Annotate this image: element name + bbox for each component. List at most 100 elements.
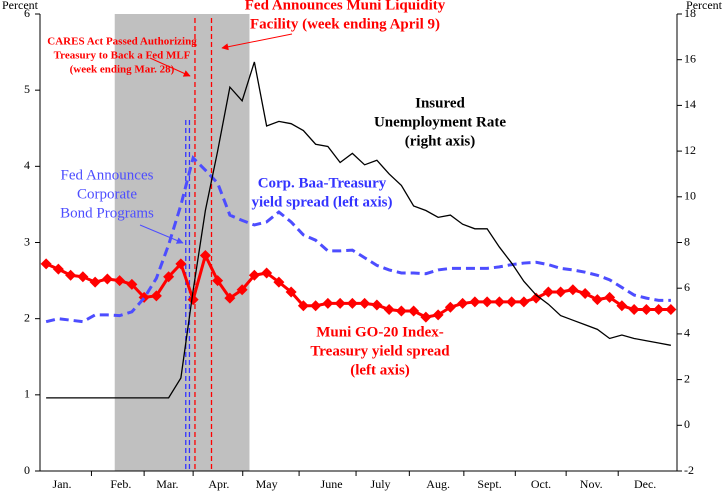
diamond-marker <box>224 292 236 304</box>
diamond-marker <box>591 294 603 306</box>
x-tick-label: July <box>371 477 391 491</box>
diamond-marker <box>359 297 371 309</box>
diamond-marker <box>322 297 334 309</box>
y2-tick-label: 10 <box>684 189 696 203</box>
diamond-marker <box>65 269 77 281</box>
y2-axis-title: Percent <box>686 0 723 12</box>
annotation: Fed Announces <box>61 167 154 183</box>
y-tick-label: 6 <box>24 6 30 20</box>
annotation: Treasury yield spread <box>310 343 450 359</box>
y2-tick-label: 12 <box>684 143 696 157</box>
y-tick-label: 5 <box>24 82 30 96</box>
diamond-marker <box>640 304 652 316</box>
x-tick-label: Jan. <box>53 477 72 491</box>
x-tick-label: Apr. <box>208 477 229 491</box>
diamond-marker <box>530 292 542 304</box>
y-tick-label: 4 <box>24 158 30 172</box>
diamond-marker <box>126 278 138 290</box>
y-tick-label: 1 <box>24 387 30 401</box>
arrow <box>221 33 293 51</box>
diamond-marker <box>665 304 677 316</box>
y-tick-label: 2 <box>24 310 30 324</box>
y-axis-title: Percent <box>2 0 39 12</box>
y2-tick-label: 0 <box>684 417 690 431</box>
diamond-marker <box>555 286 567 298</box>
diamond-marker <box>457 297 469 309</box>
arrow <box>139 224 184 244</box>
diamond-marker <box>604 291 616 303</box>
diamond-marker <box>518 296 530 308</box>
annotation: (week ending Mar. 28) <box>70 64 175 76</box>
series-line <box>46 61 671 399</box>
diamond-marker <box>653 304 665 316</box>
diamond-marker <box>248 269 260 281</box>
diamond-marker <box>40 258 52 270</box>
diamond-marker <box>469 296 481 308</box>
diamond-marker <box>52 263 64 275</box>
x-tick-label: Sept. <box>477 477 501 491</box>
diamond-marker <box>297 300 309 312</box>
y2-tick-label: -2 <box>684 463 694 477</box>
diamond-marker <box>371 299 383 311</box>
diamond-marker <box>114 275 126 287</box>
diamond-marker <box>101 273 113 285</box>
y-tick-label: 0 <box>24 463 30 477</box>
x-tick-label: Dec. <box>634 477 656 491</box>
y-tick-label: 3 <box>24 234 30 248</box>
annotation: CARES Act Passed Authorizing <box>47 36 197 48</box>
annotation: Fed Announces Muni Liquidity <box>245 0 446 13</box>
diamond-marker <box>444 301 456 313</box>
annotation: (right axis) <box>405 133 475 149</box>
diamond-marker <box>506 296 518 308</box>
diamond-marker <box>579 288 591 300</box>
diamond-marker <box>420 311 432 323</box>
diamond-marker <box>150 290 162 302</box>
diamond-marker <box>236 284 248 296</box>
x-tick-label: May <box>256 477 278 491</box>
diamond-marker <box>163 271 175 283</box>
annotation: (left axis) <box>350 362 410 378</box>
y2-tick-label: 4 <box>684 326 690 340</box>
annotation: Insured <box>415 95 465 111</box>
diamond-marker <box>395 305 407 317</box>
diamond-marker <box>432 309 444 321</box>
x-tick-label: Oct. <box>531 477 551 491</box>
diamond-marker <box>89 276 101 288</box>
annotation: Facility (week ending April 9) <box>250 16 440 32</box>
diamond-marker <box>542 286 554 298</box>
diamond-marker <box>187 294 199 306</box>
diamond-marker <box>261 267 273 279</box>
diamond-marker <box>493 296 505 308</box>
annotation: Muni GO-20 Index- <box>316 324 444 340</box>
diamond-marker <box>273 276 285 288</box>
diamond-marker <box>199 249 211 261</box>
diamond-marker <box>408 305 420 317</box>
diamond-marker <box>346 297 358 309</box>
diamond-marker <box>383 304 395 316</box>
series-line <box>45 251 671 319</box>
diamond-marker <box>567 284 579 296</box>
y2-tick-label: 18 <box>684 6 696 20</box>
annotation: Treasury to Back a Fed MLF <box>54 50 191 62</box>
x-tick-label: Nov. <box>580 477 603 491</box>
diamond-marker <box>481 296 493 308</box>
y2-tick-label: 6 <box>684 280 690 294</box>
annotation: Corp. Baa-Treasury <box>258 175 387 191</box>
diamond-marker <box>285 286 297 298</box>
diamond-marker <box>628 304 640 316</box>
series-line <box>45 155 671 324</box>
x-tick-label: Mar. <box>156 477 178 491</box>
x-tick-label: June <box>321 477 343 491</box>
diamond-marker <box>175 258 187 270</box>
y2-tick-label: 16 <box>684 51 696 65</box>
arrow <box>149 57 191 77</box>
annotation: Unemployment Rate <box>374 114 506 130</box>
diamond-marker <box>616 300 628 312</box>
annotation: Corporate <box>77 186 137 202</box>
y2-tick-label: 2 <box>684 371 690 385</box>
diamond-marker <box>212 275 224 287</box>
x-tick-label: Feb. <box>110 477 131 491</box>
diamond-marker <box>310 300 322 312</box>
x-tick-label: Aug. <box>426 477 450 491</box>
